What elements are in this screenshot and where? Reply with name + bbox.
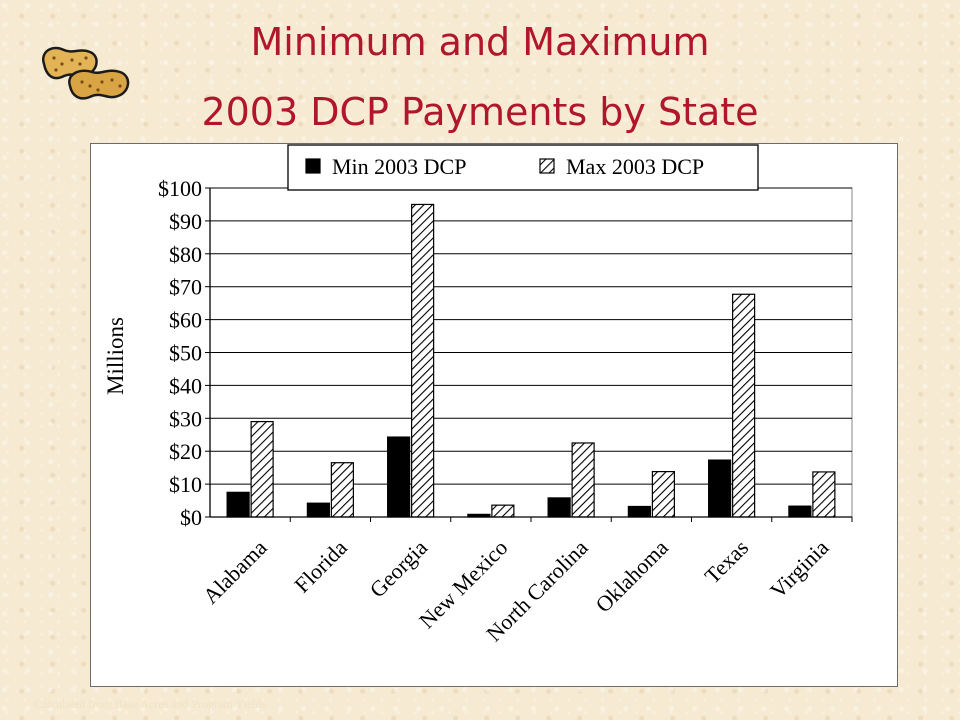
slide-title-line-1: Minimum and Maximum: [250, 20, 710, 64]
chart-frame: [90, 143, 898, 687]
peanuts-icon: [41, 46, 130, 100]
slide-title-line-2: 2003 DCP Payments by State: [201, 90, 759, 134]
source-note: Calculated from Base Acres and Program Y…: [34, 697, 267, 711]
